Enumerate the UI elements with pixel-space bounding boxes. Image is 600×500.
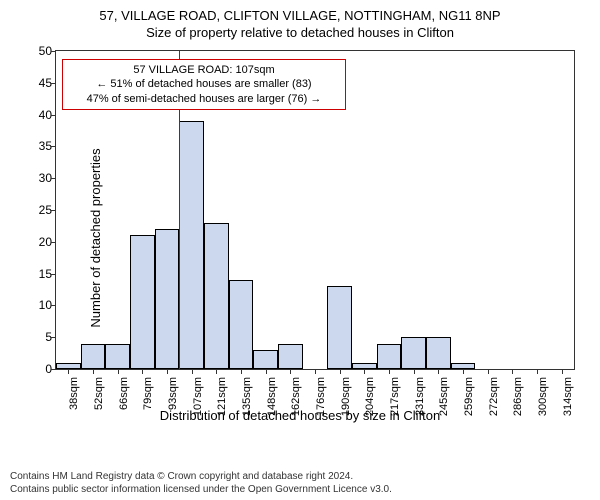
x-tick-mark xyxy=(142,369,143,374)
x-tick-mark xyxy=(118,369,119,374)
y-tick-mark xyxy=(51,305,56,306)
x-tick-mark xyxy=(315,369,316,374)
x-tick-mark xyxy=(266,369,267,374)
histogram-bar xyxy=(253,350,278,369)
histogram-bar xyxy=(229,280,254,369)
y-tick-mark xyxy=(51,274,56,275)
x-tick-mark xyxy=(93,369,94,374)
title-line2: Size of property relative to detached ho… xyxy=(0,23,600,40)
y-tick-mark xyxy=(51,83,56,84)
x-tick-mark xyxy=(512,369,513,374)
y-tick-label: 45 xyxy=(24,76,52,90)
histogram-bar xyxy=(401,337,426,369)
x-tick-mark xyxy=(463,369,464,374)
x-tick-mark xyxy=(537,369,538,374)
chart-container: 57, VILLAGE ROAD, CLIFTON VILLAGE, NOTTI… xyxy=(0,0,600,500)
x-tick-mark xyxy=(68,369,69,374)
y-tick-mark xyxy=(51,210,56,211)
x-tick-mark xyxy=(241,369,242,374)
y-tick-label: 30 xyxy=(24,171,52,185)
x-tick-mark xyxy=(290,369,291,374)
x-tick-label: 52sqm xyxy=(93,377,105,410)
y-tick-mark xyxy=(51,242,56,243)
footer-line1: Contains HM Land Registry data © Crown c… xyxy=(10,470,392,483)
annotation-line3: 47% of semi-detached houses are larger (… xyxy=(69,92,339,106)
x-tick-label: 79sqm xyxy=(142,377,154,410)
x-tick-mark xyxy=(389,369,390,374)
x-tick-label: 38sqm xyxy=(68,377,80,410)
histogram-bar xyxy=(204,223,229,369)
footer: Contains HM Land Registry data © Crown c… xyxy=(10,470,392,496)
x-tick-mark xyxy=(438,369,439,374)
y-tick-label: 20 xyxy=(24,235,52,249)
y-tick-label: 10 xyxy=(24,298,52,312)
x-tick-mark xyxy=(192,369,193,374)
y-tick-mark xyxy=(51,115,56,116)
annotation-box: 57 VILLAGE ROAD: 107sqm ← 51% of detache… xyxy=(62,59,346,110)
y-tick-label: 0 xyxy=(24,362,52,376)
y-tick-label: 40 xyxy=(24,108,52,122)
y-tick-label: 5 xyxy=(24,330,52,344)
histogram-bar xyxy=(179,121,204,369)
y-tick-mark xyxy=(51,178,56,179)
x-axis-label: Distribution of detached houses by size … xyxy=(0,408,600,423)
x-tick-mark xyxy=(562,369,563,374)
histogram-bar xyxy=(130,235,155,369)
y-tick-label: 35 xyxy=(24,139,52,153)
histogram-bar xyxy=(81,344,106,369)
x-tick-mark xyxy=(167,369,168,374)
annotation-line1: 57 VILLAGE ROAD: 107sqm xyxy=(69,63,339,77)
y-tick-mark xyxy=(51,51,56,52)
histogram-bar xyxy=(327,286,352,369)
x-tick-label: 66sqm xyxy=(118,377,130,410)
x-tick-mark xyxy=(216,369,217,374)
chart-wrap: Number of detached properties 57 VILLAGE… xyxy=(0,40,600,435)
annotation-line2: ← 51% of detached houses are smaller (83… xyxy=(69,77,339,91)
histogram-bar xyxy=(155,229,180,369)
x-tick-mark xyxy=(414,369,415,374)
x-tick-mark xyxy=(364,369,365,374)
y-tick-label: 50 xyxy=(24,44,52,58)
y-tick-mark xyxy=(51,369,56,370)
histogram-bar xyxy=(105,344,130,369)
y-tick-mark xyxy=(51,337,56,338)
histogram-bar xyxy=(377,344,402,369)
footer-line2: Contains public sector information licen… xyxy=(10,483,392,496)
histogram-bar xyxy=(278,344,303,369)
y-tick-mark xyxy=(51,146,56,147)
y-tick-label: 15 xyxy=(24,267,52,281)
histogram-bar xyxy=(426,337,451,369)
y-tick-label: 25 xyxy=(24,203,52,217)
x-tick-mark xyxy=(488,369,489,374)
plot-area: 57 VILLAGE ROAD: 107sqm ← 51% of detache… xyxy=(55,50,575,370)
title-line1: 57, VILLAGE ROAD, CLIFTON VILLAGE, NOTTI… xyxy=(0,0,600,23)
x-tick-mark xyxy=(340,369,341,374)
x-tick-label: 93sqm xyxy=(167,377,179,410)
